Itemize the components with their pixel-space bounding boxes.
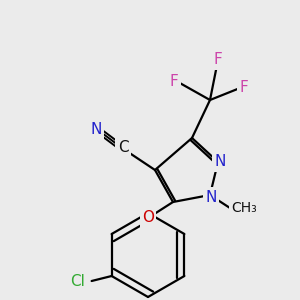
Text: C: C [118,140,128,155]
Text: N: N [205,190,217,205]
Text: N: N [214,154,226,169]
Text: N: N [90,122,102,137]
Text: F: F [214,52,222,68]
Text: F: F [169,74,178,89]
Text: CH₃: CH₃ [231,201,257,215]
Text: F: F [240,80,248,95]
Text: Cl: Cl [70,274,85,289]
Text: O: O [142,211,154,226]
